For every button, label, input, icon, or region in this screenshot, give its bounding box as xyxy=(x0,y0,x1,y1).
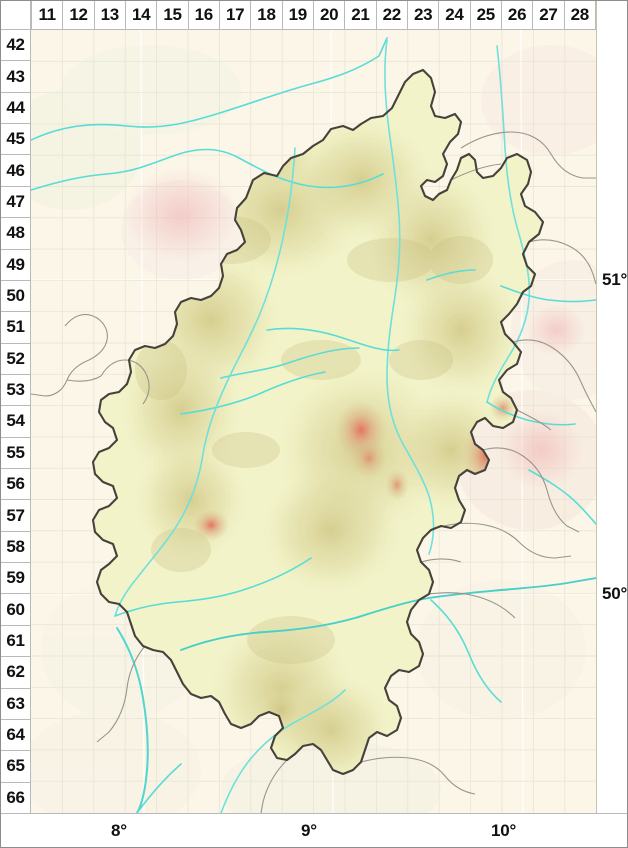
row-label-62: 62 xyxy=(1,656,31,688)
row-label-47: 47 xyxy=(1,185,31,218)
grid-corner-cell xyxy=(1,1,31,30)
row-label-54: 54 xyxy=(1,405,31,437)
row-label-52: 52 xyxy=(1,342,31,374)
row-label-64: 64 xyxy=(1,718,31,751)
neighbour-state-boundaries xyxy=(31,131,596,813)
column-label-13: 13 xyxy=(93,1,125,30)
column-label-26: 26 xyxy=(500,1,533,30)
row-label-58: 58 xyxy=(1,530,31,563)
right-margin-strip xyxy=(596,1,627,813)
river-fulda xyxy=(384,39,435,555)
column-label-21: 21 xyxy=(344,1,376,30)
longitude-label-9: 9° xyxy=(301,821,317,840)
map-canvas xyxy=(31,30,596,813)
row-label-56: 56 xyxy=(1,468,31,500)
row-label-50: 50 xyxy=(1,279,31,312)
column-label-24: 24 xyxy=(438,1,470,30)
column-label-14: 14 xyxy=(124,1,157,30)
row-label-48: 48 xyxy=(1,217,31,249)
row-label-63: 63 xyxy=(1,687,31,719)
column-label-17: 17 xyxy=(218,1,251,30)
row-label-65: 65 xyxy=(1,750,31,782)
row-label-49: 49 xyxy=(1,248,31,280)
latitude-label-50: 50° xyxy=(602,584,628,603)
row-label-45: 45 xyxy=(1,123,31,155)
river-werra xyxy=(486,45,531,403)
longitude-label-10: 10° xyxy=(491,821,517,840)
column-label-20: 20 xyxy=(312,1,345,30)
column-label-28: 28 xyxy=(563,1,596,30)
column-label-19: 19 xyxy=(281,1,313,30)
column-label-22: 22 xyxy=(375,1,407,30)
row-label-55: 55 xyxy=(1,436,31,469)
column-label-23: 23 xyxy=(406,1,439,30)
map-viewport[interactable] xyxy=(31,30,596,813)
row-label-61: 61 xyxy=(1,624,31,657)
river-rhine xyxy=(116,627,149,813)
row-label-60: 60 xyxy=(1,593,31,625)
row-label-66: 66 xyxy=(1,781,31,813)
row-label-43: 43 xyxy=(1,60,31,92)
column-label-18: 18 xyxy=(250,1,282,30)
urban-tint-areas xyxy=(123,167,586,490)
longitude-label-8: 8° xyxy=(111,821,127,840)
row-label-column: 42 43 44 45 46 47 48 49 50 51 52 53 54 55 56 57 58 59 60 61… xyxy=(1,30,31,813)
column-label-row: 11 12 13 14 15 16 17 18 19 20 21 22 23 24 25 26 27 28 xyxy=(31,1,596,30)
column-label-15: 15 xyxy=(156,1,188,30)
row-label-57: 57 xyxy=(1,499,31,531)
bottom-margin-strip xyxy=(1,813,627,847)
row-label-46: 46 xyxy=(1,154,31,186)
river-main xyxy=(180,577,596,651)
column-label-12: 12 xyxy=(62,1,94,30)
column-label-16: 16 xyxy=(187,1,219,30)
column-label-11: 11 xyxy=(31,1,63,30)
latitude-label-51: 51° xyxy=(602,270,628,289)
hesse-state-boundary xyxy=(91,68,545,776)
row-label-42: 42 xyxy=(1,30,31,61)
river-lahn xyxy=(114,147,296,617)
row-label-53: 53 xyxy=(1,373,31,406)
column-label-25: 25 xyxy=(469,1,501,30)
column-label-27: 27 xyxy=(532,1,564,30)
river-eder xyxy=(266,327,400,352)
river-weser xyxy=(31,37,388,141)
row-label-59: 59 xyxy=(1,562,31,594)
row-label-44: 44 xyxy=(1,91,31,124)
row-label-51: 51 xyxy=(1,311,31,343)
river-network xyxy=(31,37,596,813)
